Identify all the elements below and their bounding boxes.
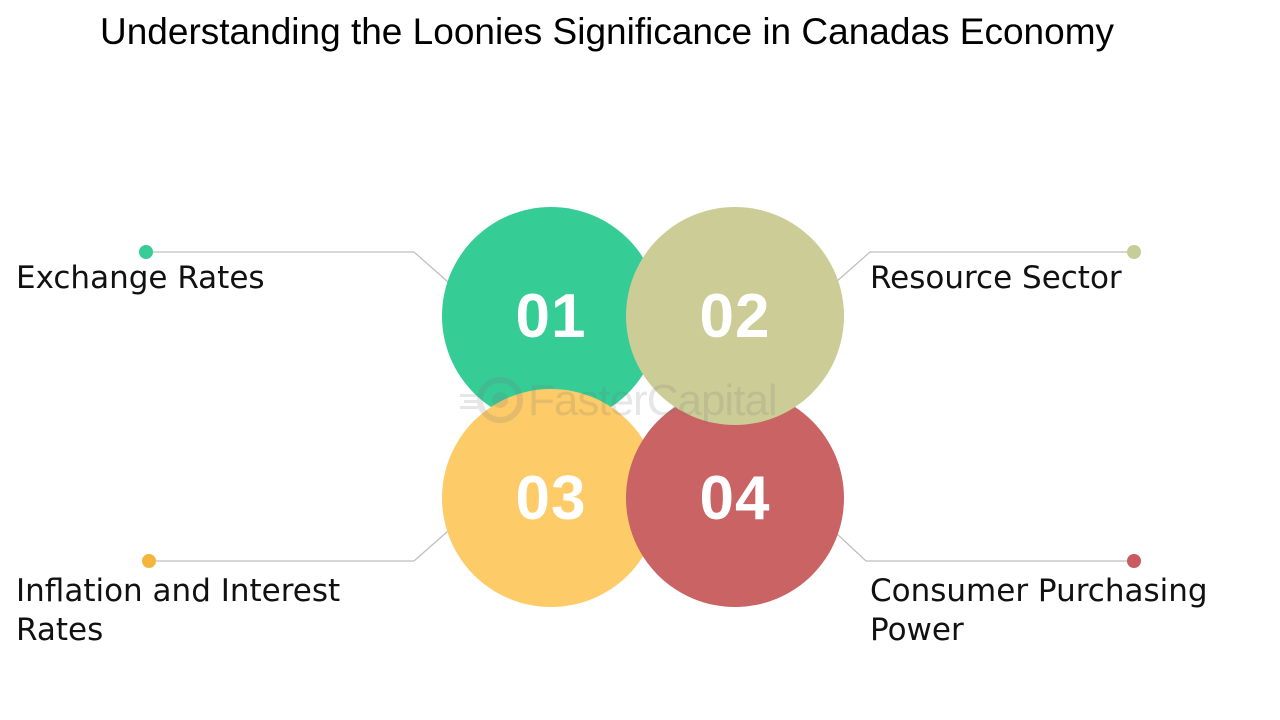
circle-03: 03 [442,389,660,607]
label-inflation-interest-rates: Inflation and Interest Rates [16,573,341,648]
circle-04: 04 [626,389,844,607]
circle-number-02: 02 [699,281,771,351]
circle-number-04: 04 [699,463,771,533]
circle-number-03: 03 [515,463,587,533]
label-exchange-rates: Exchange Rates [16,260,265,296]
watermark-logo: FasterCapital [458,372,818,428]
connector-dot-3 [142,554,156,568]
circle-01: 01 [442,207,660,425]
connector-line-2 [835,251,1134,283]
connector-line-3 [149,530,449,562]
connector-dot-4 [1127,554,1141,568]
watermark-text: FasterCapital [528,376,778,425]
circle-number-01: 01 [515,281,587,351]
connector-dot-2 [1127,245,1141,259]
label-resource-sector: Resource Sector [870,260,1122,296]
label-consumer-purchasing-power: Consumer Purchasing Power [870,573,1208,648]
connector-dot-1 [139,245,153,259]
circle-02: 02 [626,207,844,425]
connector-line-4 [835,532,1134,562]
gear-icon [460,377,523,423]
connector-line-1 [146,251,449,283]
diagram-title: Understanding the Loonies Significance i… [100,11,1115,52]
